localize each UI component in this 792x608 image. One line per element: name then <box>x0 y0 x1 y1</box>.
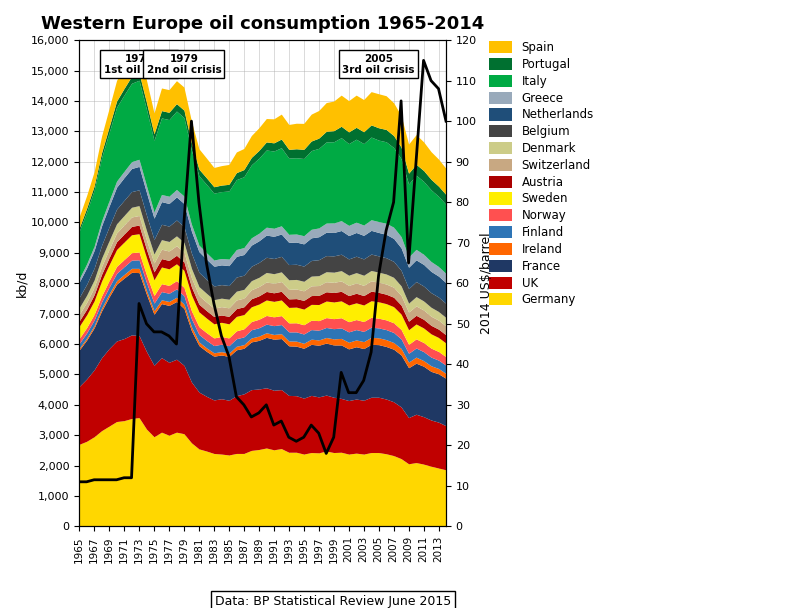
Title: Western Europe oil consumption 1965-2014: Western Europe oil consumption 1965-2014 <box>41 15 484 33</box>
Text: 2005
3rd oil crisis: 2005 3rd oil crisis <box>342 54 415 75</box>
Y-axis label: 2014 US$/barrel: 2014 US$/barrel <box>480 232 493 334</box>
Y-axis label: kb/d: kb/d <box>15 269 28 297</box>
Text: 1973
1st oil crisis: 1973 1st oil crisis <box>104 54 174 75</box>
Legend: Spain, Portugal, Italy, Greece, Netherlands, Belgium, Denmark, Switzerland, Aust: Spain, Portugal, Italy, Greece, Netherla… <box>489 41 594 306</box>
Text: Data: BP Statistical Review June 2015: Data: BP Statistical Review June 2015 <box>215 595 451 608</box>
Text: 1979
2nd oil crisis: 1979 2nd oil crisis <box>147 54 221 75</box>
